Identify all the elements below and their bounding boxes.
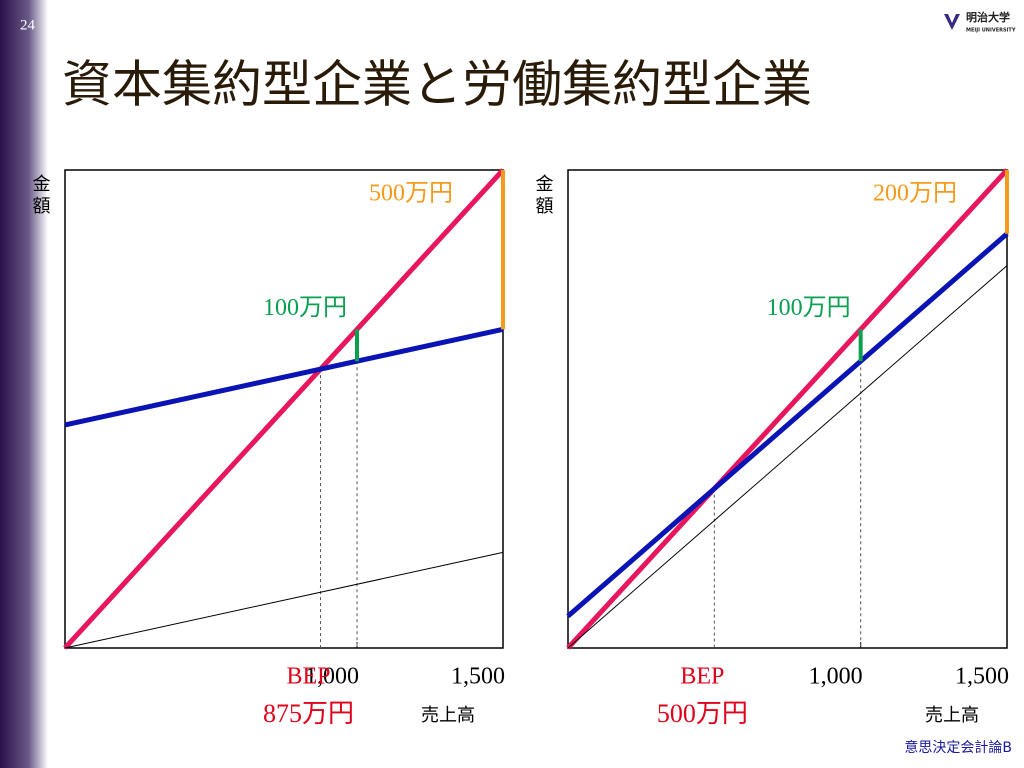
x-axis-label: 売上高 — [925, 705, 979, 726]
logo-sub: MEIJI UNIVERSITY — [966, 28, 1016, 34]
series-line — [566, 231, 1009, 619]
x-axis-label: 売上高 — [421, 705, 475, 726]
x-tick-label: 1,000 — [305, 664, 359, 690]
bep-value-label: 500万円 — [657, 699, 748, 728]
slide-title: 資本集約型企業と労働集約型企業 — [62, 56, 812, 114]
series-line — [63, 168, 505, 650]
x-tick-label: 1,500 — [955, 664, 1009, 690]
logo-mark — [944, 14, 960, 30]
plot-frame — [64, 169, 504, 649]
footer: 意思決定会計論B — [904, 739, 1012, 756]
bep-label: BEP — [680, 664, 724, 690]
profit-label: 500万円 — [369, 181, 453, 207]
plot-frame — [567, 169, 1008, 649]
page-number: 24 — [20, 17, 36, 33]
y-axis-label: 金額 — [533, 174, 554, 218]
side-bar — [0, 0, 48, 768]
x-tick-label: 1,000 — [809, 664, 863, 690]
series-line — [567, 265, 1008, 649]
series-line — [64, 551, 504, 649]
bep-value-label: 875万円 — [263, 699, 354, 728]
profit-label: 200万円 — [873, 181, 957, 207]
series-line — [64, 326, 504, 428]
x-tick-label: 1,500 — [451, 664, 505, 690]
bep-label: BEP — [286, 664, 330, 690]
profit-label: 100万円 — [767, 295, 851, 321]
y-axis-label: 金額 — [30, 174, 51, 218]
logo-name: 明治大学 — [966, 10, 1010, 24]
profit-label: 100万円 — [263, 295, 347, 321]
series-line — [566, 168, 1009, 650]
